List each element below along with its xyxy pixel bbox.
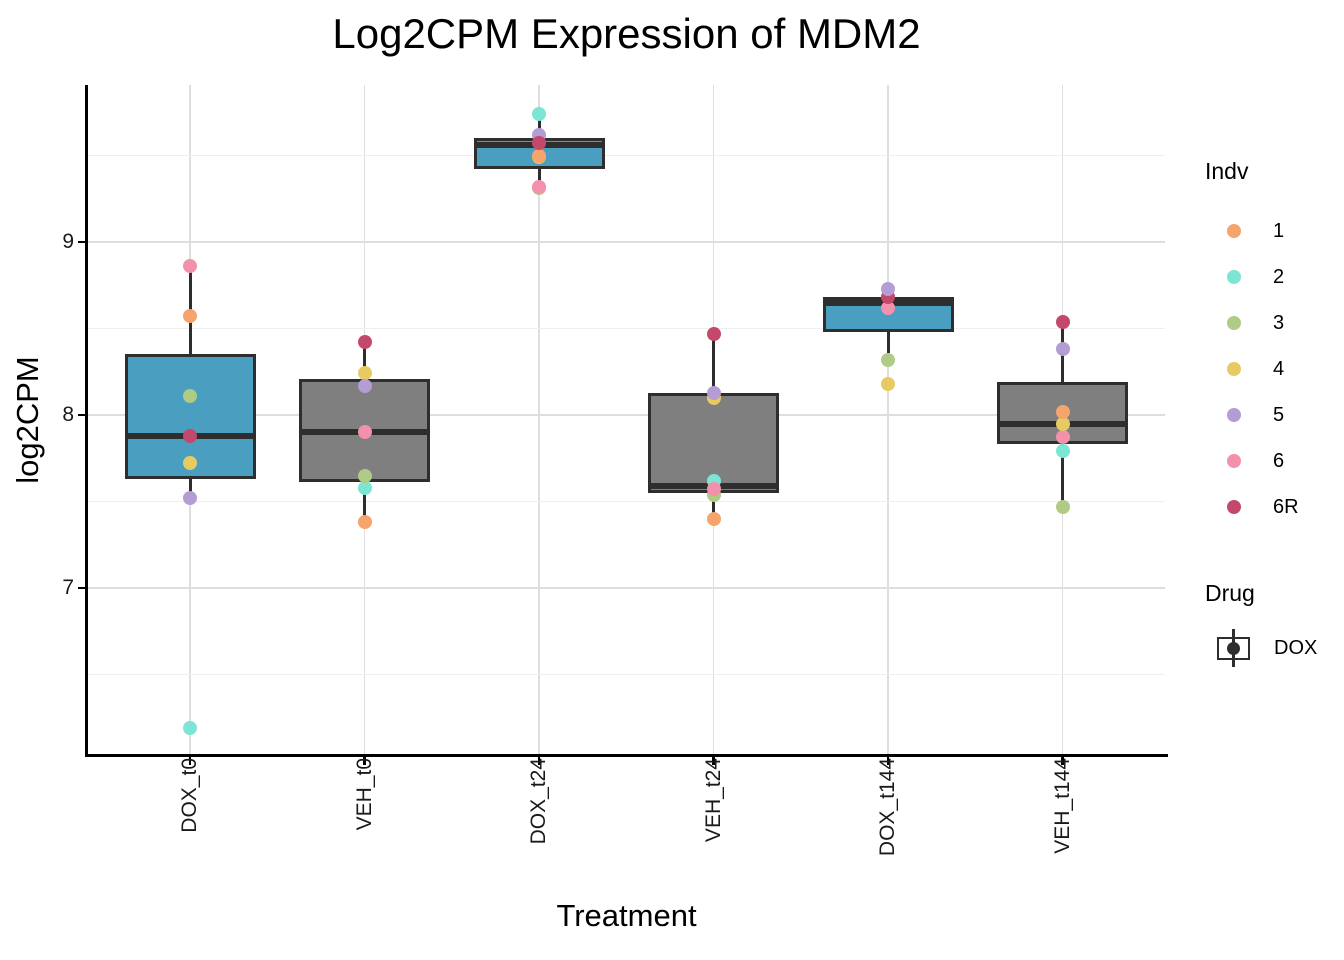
jitter-point [532, 136, 546, 151]
boxplot-lower-whisker [363, 482, 366, 521]
jitter-point [1055, 416, 1070, 431]
legend-indv-label: 2 [1273, 266, 1285, 288]
legend-indv-dot [1227, 500, 1241, 514]
y-tick-label: 8 [62, 403, 74, 426]
jitter-point [357, 378, 372, 393]
jitter-point [881, 376, 895, 391]
legend-indv-label: 1 [1273, 220, 1285, 242]
jitter-point [706, 511, 721, 526]
jitter-point [706, 482, 721, 497]
gridline-minor-y [88, 328, 1165, 329]
drug-key-dot [1227, 642, 1240, 655]
y-axis-tick [78, 586, 85, 590]
x-axis-tick [188, 757, 192, 765]
jitter-point [183, 259, 197, 274]
legend-indv-label: 6R [1273, 496, 1299, 518]
x-tick-label: DOX_t24 [527, 758, 550, 845]
gridline-major-y [88, 587, 1165, 589]
legend-indv-title: Indv [1205, 158, 1249, 184]
y-axis-tick [78, 413, 85, 417]
legend-drug-title: Drug [1205, 580, 1255, 606]
legend-indv-dot [1227, 408, 1241, 422]
jitter-point [1055, 444, 1070, 459]
jitter-point [183, 428, 197, 443]
boxplot-lower-whisker [712, 492, 715, 519]
x-tick-label: VEH_t0 [352, 758, 376, 831]
jitter-point [183, 456, 197, 471]
legend-indv-dot [1227, 224, 1241, 238]
boxplot-lower-whisker [188, 479, 192, 499]
jitter-point [1055, 314, 1070, 329]
boxplot-lower-whisker [1061, 444, 1064, 507]
jitter-point [183, 388, 197, 403]
boxplot-lower-whisker [886, 331, 890, 353]
y-tick-label: 9 [62, 230, 74, 253]
jitter-point [183, 309, 197, 324]
x-tick-label: DOX_t144 [876, 758, 899, 857]
jitter-point [357, 335, 372, 350]
x-axis-tick [363, 757, 366, 765]
gridline-minor-y [88, 674, 1165, 675]
boxplot-lower-whisker [537, 169, 541, 184]
jitter-point [357, 515, 372, 530]
jitter-point [532, 179, 546, 194]
gridline-minor-y [88, 501, 1165, 502]
jitter-point [357, 468, 372, 483]
drug-legend-label: DOX [1274, 637, 1318, 659]
gridline-vertical [887, 85, 889, 756]
x-tick-label: VEH_t144 [1050, 758, 1074, 854]
jitter-point [1055, 499, 1070, 514]
x-axis-tick [1061, 757, 1064, 765]
jitter-point [706, 326, 721, 341]
jitter-point [1055, 404, 1070, 419]
jitter-point [1055, 342, 1070, 357]
drug-key-box-glyph [1217, 637, 1250, 660]
jitter-point [183, 721, 197, 736]
jitter-point [1055, 430, 1070, 445]
x-axis-title: Treatment [556, 898, 697, 933]
legend-indv-label: 5 [1273, 404, 1285, 426]
gridline-major-y [88, 414, 1165, 416]
y-tick-label: 7 [62, 576, 74, 599]
y-axis-line [85, 85, 88, 757]
jitter-point [357, 366, 372, 381]
jitter-point [706, 385, 721, 400]
jitter-point [881, 352, 895, 367]
plot-panel [88, 85, 1165, 756]
jitter-point [532, 148, 546, 163]
x-tick-label: VEH_t24 [701, 758, 725, 843]
legend-indv-label: 6 [1273, 450, 1285, 472]
gridline-minor-y [88, 155, 1165, 156]
x-tick-label: DOX_t0 [178, 758, 201, 833]
x-axis-tick [537, 757, 541, 765]
x-axis-line [85, 754, 1168, 757]
jitter-point [881, 281, 895, 296]
y-axis-tick [78, 240, 85, 244]
boxplot-upper-whisker [363, 342, 366, 379]
gridline-vertical [538, 85, 540, 756]
legend-indv-dot [1227, 270, 1241, 284]
gridline-major-y [88, 241, 1165, 243]
x-axis-tick [712, 757, 715, 765]
jitter-point [357, 425, 372, 440]
x-axis-tick [886, 757, 890, 765]
jitter-point [881, 300, 895, 315]
chart-title: Log2CPM Expression of MDM2 [332, 10, 921, 57]
legend-indv-label: 3 [1273, 312, 1285, 334]
legend-indv-dot [1227, 316, 1241, 330]
jitter-point [357, 480, 372, 495]
legend-indv-dot [1227, 362, 1241, 376]
legend-indv-label: 4 [1273, 358, 1285, 380]
jitter-point [532, 106, 546, 121]
boxplot-upper-whisker [712, 333, 715, 393]
jitter-point [183, 491, 197, 506]
legend-indv-dot [1227, 454, 1241, 468]
